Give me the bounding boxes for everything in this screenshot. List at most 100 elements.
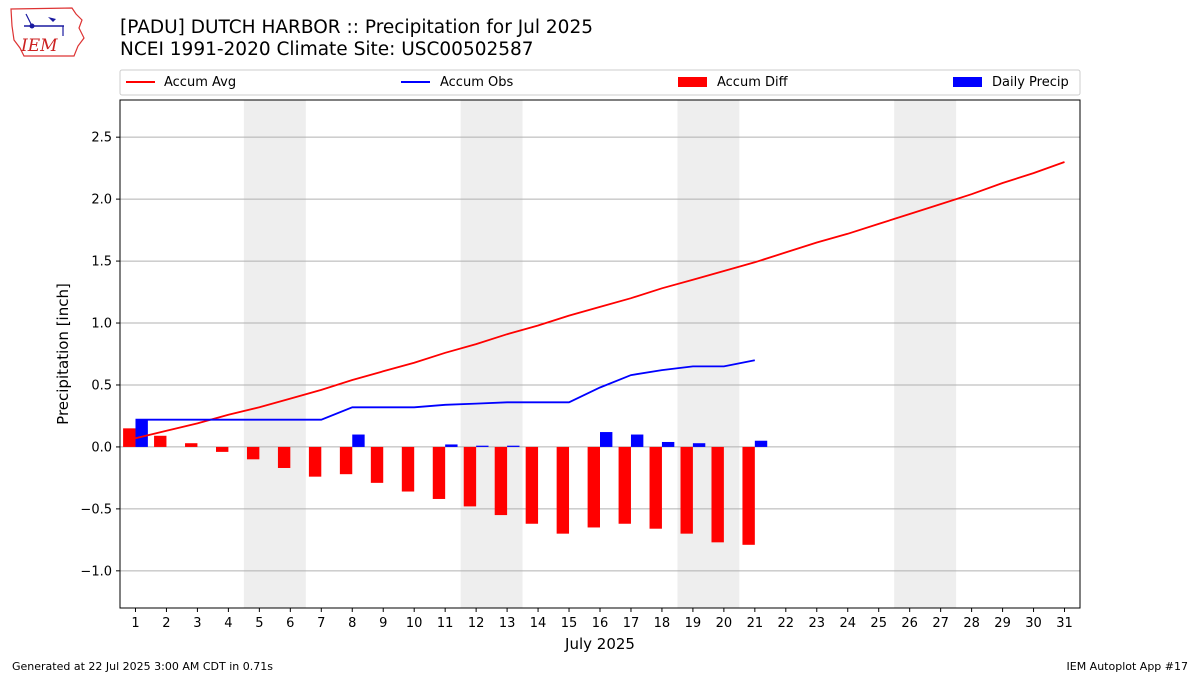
accum-diff-bar-day-16 <box>587 446 600 528</box>
x-tick-label: 20 <box>716 616 733 631</box>
legend-item-daily-precip: Daily Precip <box>953 75 1069 90</box>
daily-precip-bar-day-18 <box>661 441 675 447</box>
daily-precip-bar-day-16 <box>600 432 613 447</box>
accum-diff-bar-day-5 <box>246 446 260 460</box>
daily-precip-bars <box>135 419 768 447</box>
x-tick-label: 16 <box>592 616 609 631</box>
accum-diff-bar-day-18 <box>649 446 662 529</box>
daily-precip-bar-day-11 <box>445 444 458 447</box>
daily-precip-bar-day-17 <box>630 434 644 447</box>
x-tick-label: 28 <box>963 616 980 631</box>
weekend-band-2 <box>460 100 523 608</box>
daily-precip-bar-day-19 <box>692 443 706 447</box>
x-tick-label: 15 <box>561 616 578 631</box>
chart-subtitle: NCEI 1991-2020 Climate Site: USC00502587 <box>120 39 534 60</box>
footer-app-text: IEM Autoplot App #17 <box>1066 660 1189 673</box>
legend-label-accum-diff: Accum Diff <box>717 75 789 90</box>
x-tick-label: 19 <box>685 616 702 631</box>
accum-avg-line <box>135 161 1065 440</box>
x-tick-label: 13 <box>499 616 516 631</box>
x-tick-label: 29 <box>994 616 1011 631</box>
x-tick-label: 22 <box>778 616 795 631</box>
y-tick-label: 2.5 <box>91 131 112 146</box>
accum-diff-bar-day-6 <box>277 446 291 468</box>
legend-item-accum-avg: Accum Avg <box>126 75 236 90</box>
x-tick-label: 27 <box>932 616 949 631</box>
daily-precip-bar-day-8 <box>352 434 365 447</box>
weekend-band-4 <box>894 100 957 608</box>
x-tick-label: 3 <box>193 616 201 631</box>
legend-label-accum-avg: Accum Avg <box>164 75 236 90</box>
daily-precip-bar-day-21 <box>754 440 768 447</box>
legend-label-accum-obs: Accum Obs <box>440 75 513 90</box>
instrument-dot <box>29 23 35 29</box>
weekend-band-3 <box>677 100 740 608</box>
accum-diff-bar-day-13 <box>494 446 508 516</box>
accum-diff-bar-day-20 <box>711 446 724 543</box>
accum-diff-bar-day-19 <box>680 446 693 534</box>
accum-lines <box>135 161 1065 440</box>
y-tick-label: −0.5 <box>80 502 112 517</box>
accum-diff-bar-day-7 <box>308 446 322 477</box>
accum-diff-bar-day-3 <box>185 443 198 447</box>
accum-diff-bar-day-9 <box>370 446 384 483</box>
x-tick-label: 24 <box>839 616 856 631</box>
x-tick-label: 12 <box>468 616 485 631</box>
accum-diff-bar-day-15 <box>556 446 570 534</box>
weekend-bands <box>243 100 957 608</box>
x-tick-label: 5 <box>255 616 263 631</box>
x-tick-label: 31 <box>1056 616 1073 631</box>
x-tick-label: 17 <box>623 616 640 631</box>
y-tick-label: 0.0 <box>91 440 112 455</box>
accum-diff-bar-day-11 <box>432 446 446 499</box>
x-tick-label: 11 <box>437 616 454 631</box>
plot-frame <box>119 99 1081 609</box>
y-tick-label: 2.0 <box>91 193 112 208</box>
footer-generated-text: Generated at 22 Jul 2025 3:00 AM CDT in … <box>12 660 273 673</box>
iem-logo: IEM <box>10 7 85 57</box>
x-tick-label: 1 <box>131 616 139 631</box>
legend-swatch-daily-precip <box>953 77 982 87</box>
x-tick-label: 9 <box>379 616 387 631</box>
x-tick-label: 18 <box>654 616 671 631</box>
accum-diff-bar-day-2 <box>154 435 167 447</box>
bird-icon <box>48 17 56 22</box>
y-gridlines <box>120 136 1080 572</box>
legend-item-accum-obs: Accum Obs <box>401 75 513 90</box>
x-tick-label: 23 <box>809 616 826 631</box>
y-tick-label: 0.5 <box>91 378 112 393</box>
y-tick-label: −1.0 <box>80 564 112 579</box>
x-tick-label: 26 <box>901 616 918 631</box>
chart-title: [PADU] DUTCH HARBOR :: Precipitation for… <box>120 17 593 38</box>
accum-diff-bar-day-10 <box>401 446 415 492</box>
x-tick-label: 25 <box>870 616 887 631</box>
legend: Accum Avg Accum Obs Accum Diff Daily Pre… <box>119 69 1081 96</box>
x-tick-label: 30 <box>1025 616 1042 631</box>
accum-diff-bar-day-12 <box>463 446 477 507</box>
daily-precip-bar-day-1 <box>135 419 148 447</box>
x-tick-label: 7 <box>317 616 325 631</box>
accum-diff-bar-day-17 <box>618 446 631 524</box>
legend-frame <box>119 69 1081 96</box>
y-axis-label: Precipitation [inch] <box>54 283 72 425</box>
x-tick-label: 21 <box>747 616 764 631</box>
x-tick-label: 4 <box>224 616 232 631</box>
accum-diff-bars <box>123 428 755 545</box>
accum-diff-bar-day-8 <box>339 446 353 475</box>
accum-diff-bar-day-1 <box>123 428 136 447</box>
accum-obs-line <box>135 359 755 421</box>
x-axis-label: July 2025 <box>564 635 635 653</box>
logo-text: IEM <box>20 36 58 56</box>
x-axis: 1 2 3 4 5 6 7 8 9 10 11 12 13 14 15 16 17 18 19 20 21 22 23 24 2… <box>131 608 1073 631</box>
x-tick-label: 2 <box>162 616 170 631</box>
accum-diff-bar-day-4 <box>216 446 229 452</box>
weekend-band-1 <box>243 100 306 608</box>
daily-precip-bar-day-12 <box>476 445 489 447</box>
x-tick-label: 8 <box>348 616 356 631</box>
y-tick-label: 1.0 <box>91 317 112 332</box>
accum-diff-bar-day-21 <box>742 446 755 545</box>
accum-diff-bar-day-14 <box>525 446 539 524</box>
legend-item-accum-diff: Accum Diff <box>678 75 789 90</box>
legend-swatch-accum-diff <box>678 77 707 87</box>
